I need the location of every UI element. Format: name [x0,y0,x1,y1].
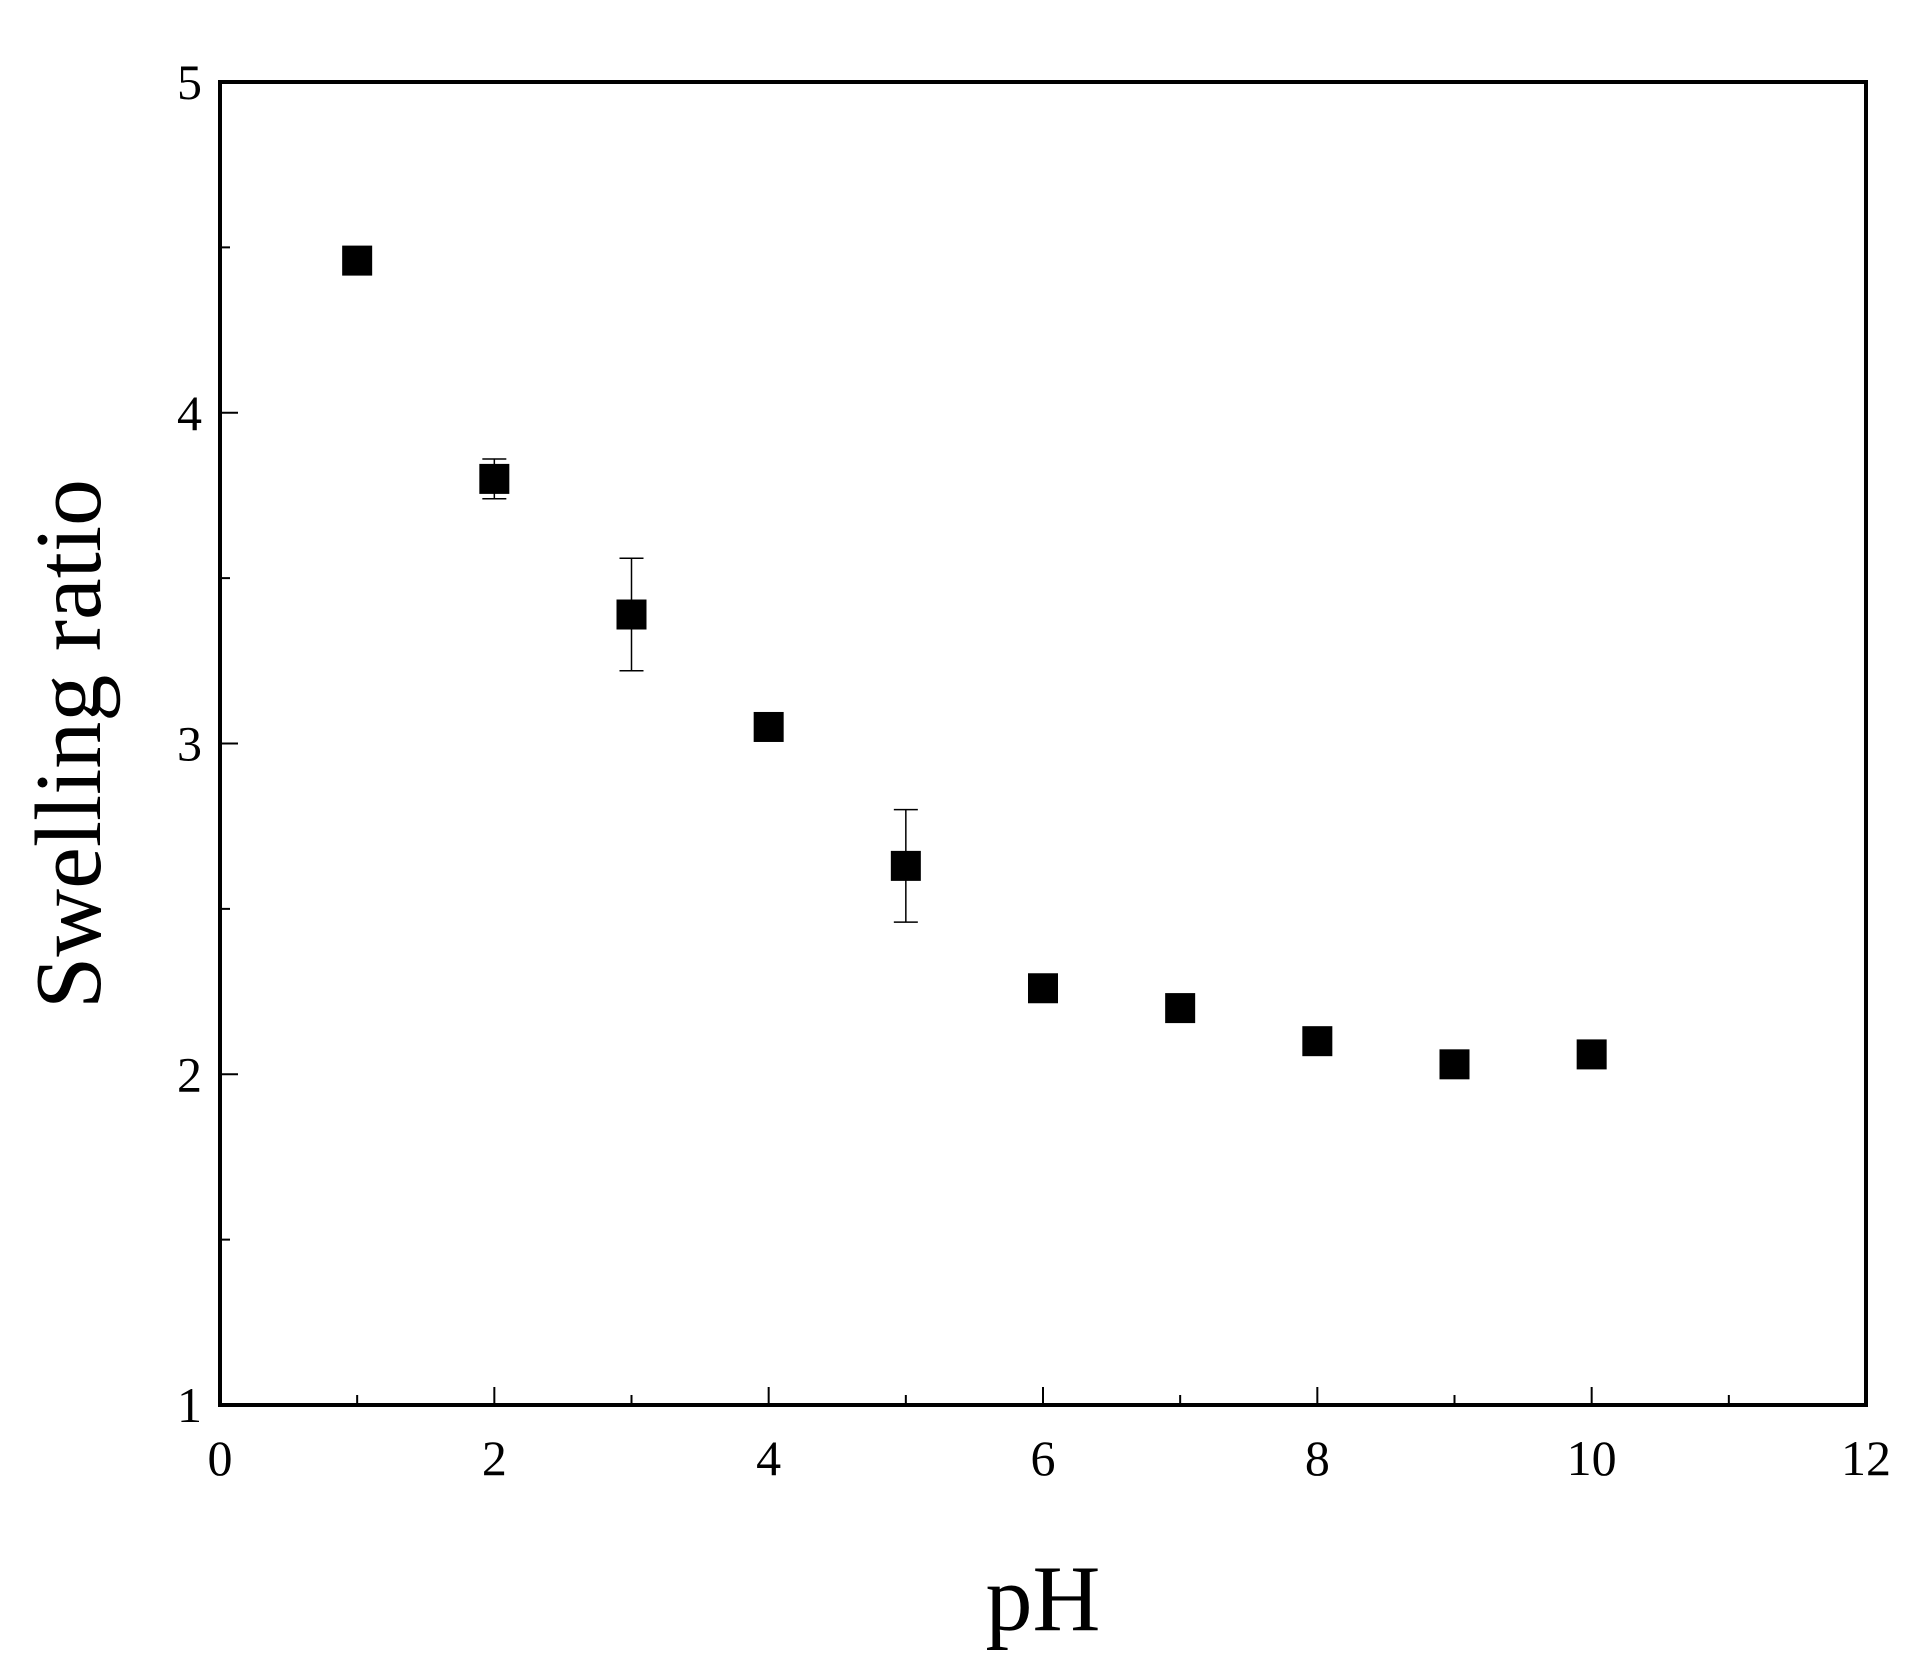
y-tick-label: 3 [177,716,202,772]
x-tick-label: 6 [1031,1430,1056,1486]
x-tick-label: 2 [482,1430,507,1486]
y-tick-label: 4 [177,385,202,441]
x-tick-label: 8 [1305,1430,1330,1486]
x-tick-label: 12 [1841,1430,1891,1486]
marker [753,711,784,742]
y-tick-label: 1 [177,1377,202,1433]
x-axis-title: pH [986,1547,1101,1651]
marker [616,599,647,630]
marker [479,463,510,494]
x-tick-label: 10 [1567,1430,1617,1486]
x-tick-label: 0 [208,1430,233,1486]
marker [1576,1039,1607,1070]
marker [342,245,373,276]
marker [890,850,921,881]
y-axis-title: Swelling ratio [17,479,121,1009]
y-tick-label: 2 [177,1046,202,1102]
y-tick-label: 5 [177,54,202,110]
marker [1439,1049,1470,1080]
plot-frame [218,80,1868,1407]
marker [1165,993,1196,1024]
marker [1028,973,1058,1004]
marker [1302,1026,1333,1057]
x-tick-label: 4 [756,1430,781,1486]
